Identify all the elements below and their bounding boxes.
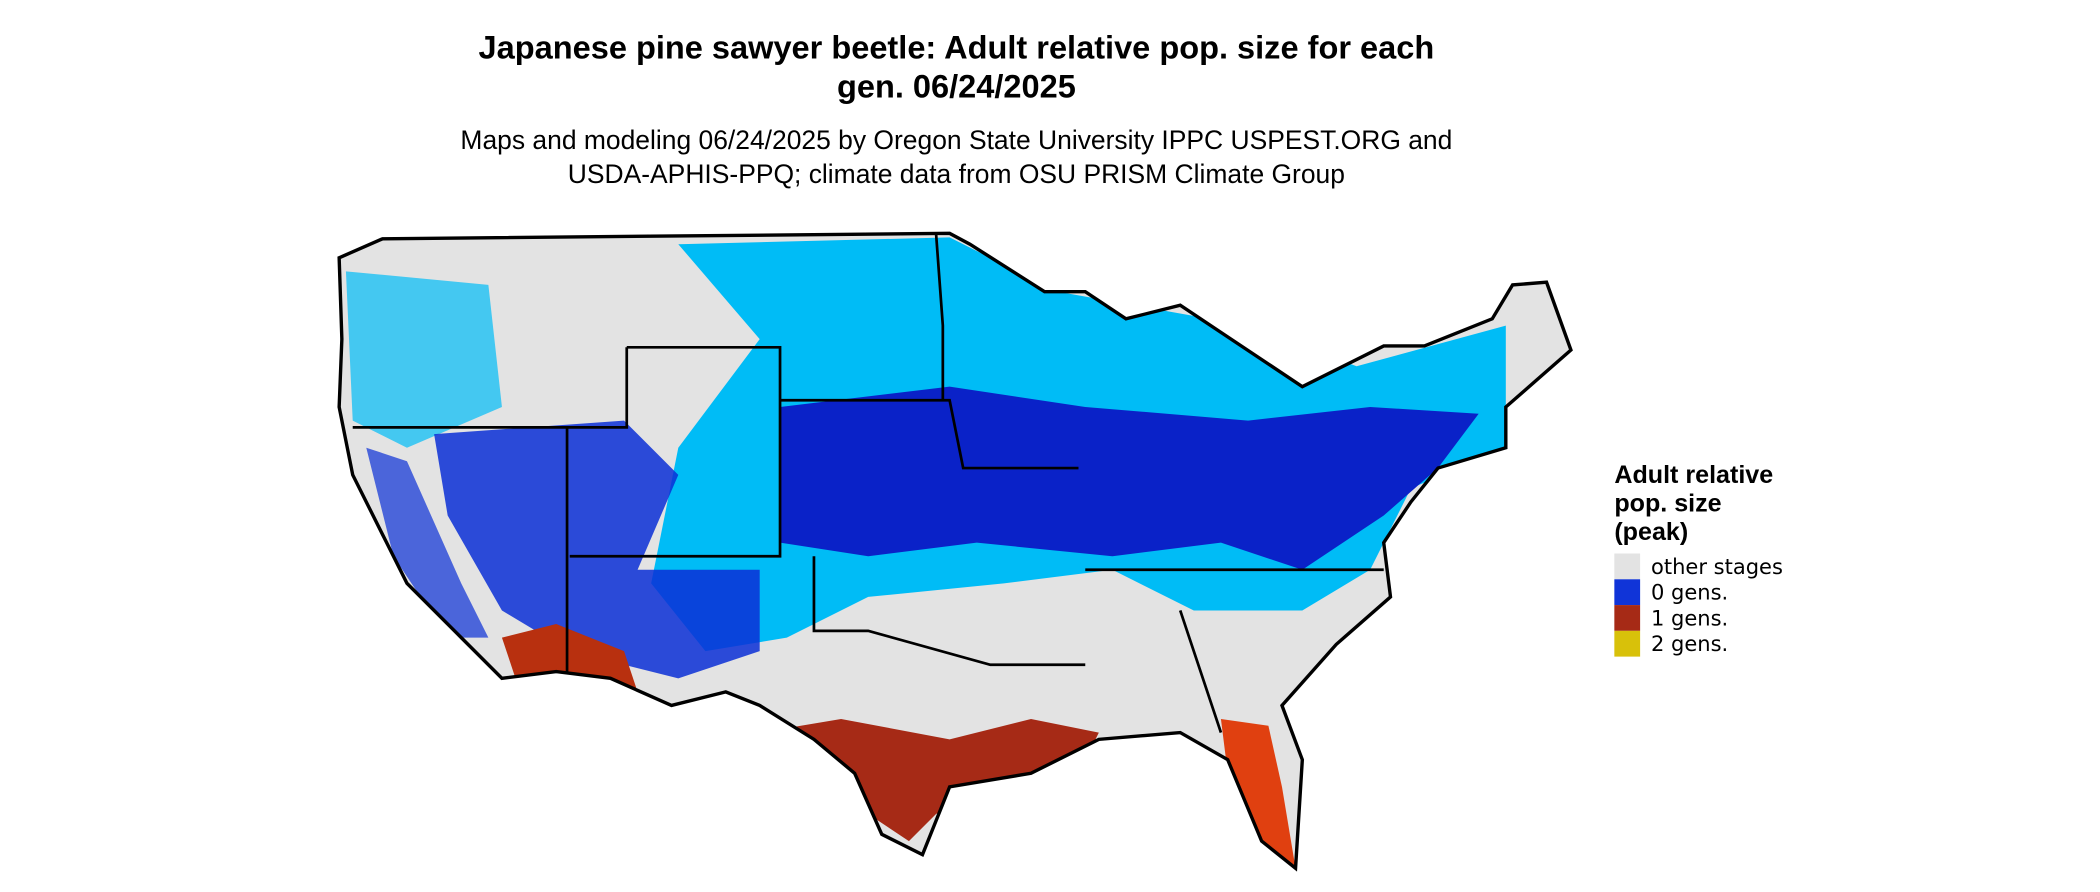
legend-title: pop. size bbox=[1614, 489, 1721, 517]
us-map bbox=[339, 233, 1571, 869]
state-lines bbox=[352, 233, 1384, 734]
light-blue-region bbox=[345, 271, 502, 448]
legend-label: 2 gens. bbox=[1651, 631, 1728, 656]
us-outline bbox=[337, 231, 1573, 872]
legend-swatch bbox=[1614, 579, 1641, 606]
legend-label: other stages bbox=[1651, 554, 1783, 579]
subtitle: USDA-APHIS-PPQ; climate data from OSU PR… bbox=[568, 159, 1345, 189]
title: Japanese pine sawyer beetle: Adult relat… bbox=[479, 29, 1435, 65]
dark-blue-region bbox=[434, 420, 760, 679]
legend-swatch bbox=[1614, 605, 1641, 631]
title: gen. 06/24/2025 bbox=[837, 69, 1076, 105]
legend-swatch bbox=[1614, 630, 1641, 657]
red-region bbox=[759, 719, 1099, 842]
red-region bbox=[1220, 719, 1296, 869]
legend-title: (peak) bbox=[1614, 518, 1688, 546]
subtitle: Maps and modeling 06/24/2025 by Oregon S… bbox=[460, 125, 1452, 155]
legend-label: 0 gens. bbox=[1651, 580, 1728, 605]
legend-title: Adult relative bbox=[1614, 461, 1773, 489]
dark-blue-region bbox=[366, 447, 489, 638]
legend: Adult relative pop. size (peak) other st… bbox=[1614, 461, 1783, 657]
legend-swatch bbox=[1614, 553, 1641, 580]
legend-label: 1 gens. bbox=[1651, 605, 1728, 630]
